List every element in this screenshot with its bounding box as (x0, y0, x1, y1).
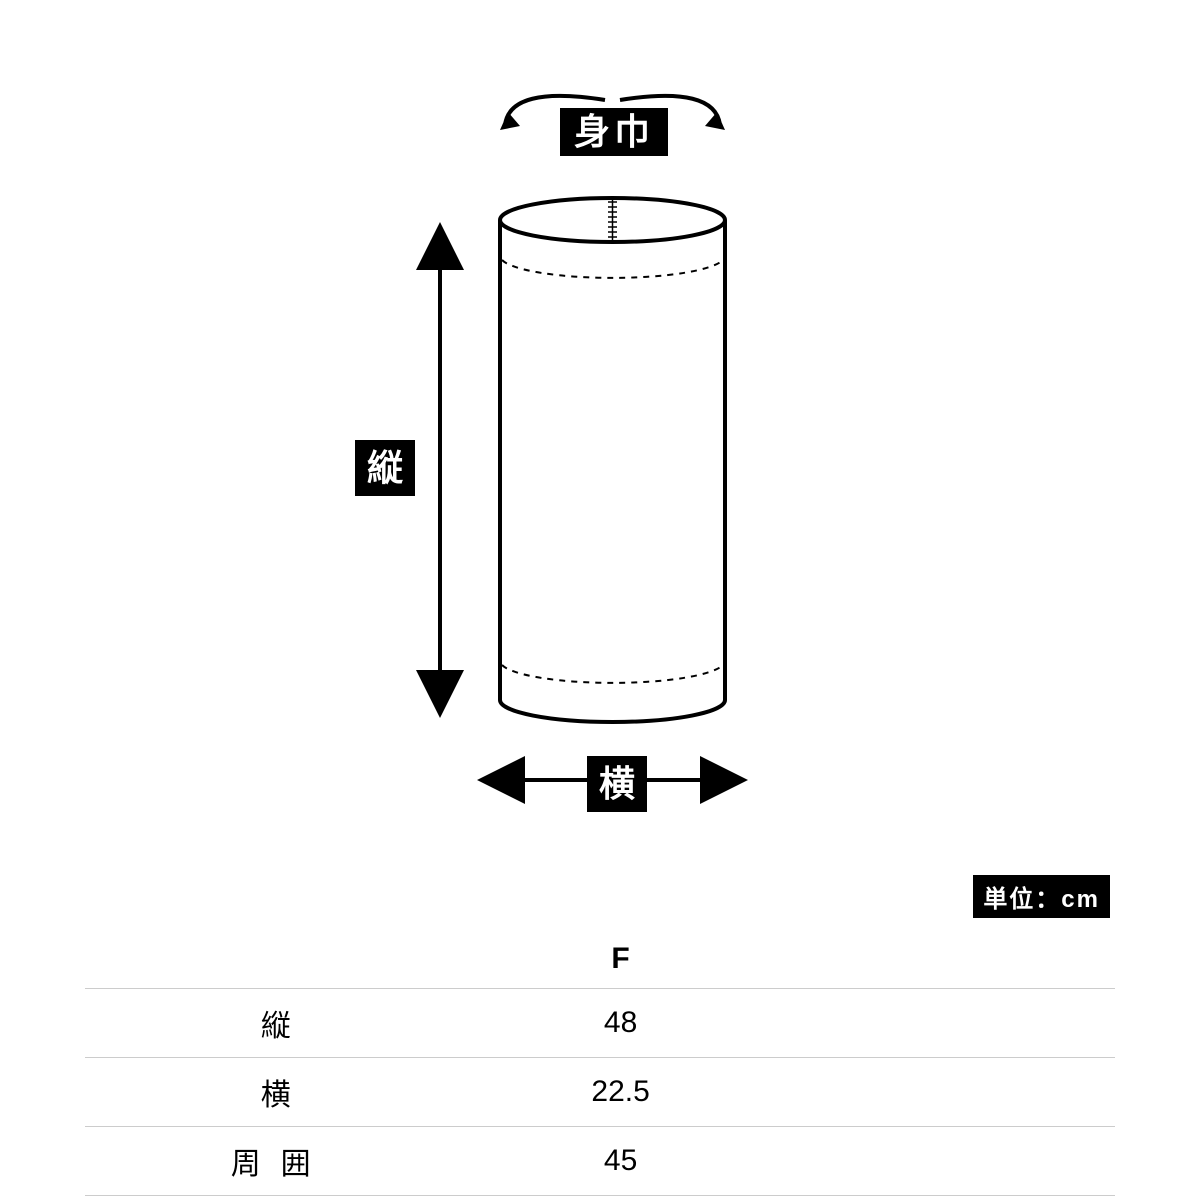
table-header-row: F (85, 930, 1115, 989)
unit-label: 単位：cm (973, 875, 1110, 918)
size-table-element: F 縦 48 横 22.5 周囲 45 (85, 930, 1115, 1196)
width-label: 横 (587, 756, 647, 812)
table-row: 縦 48 (85, 989, 1115, 1058)
table-row: 周囲 45 (85, 1127, 1115, 1196)
cylinder-shape (500, 198, 725, 722)
cylinder-diagram (0, 70, 1200, 850)
unit-label-text: 単位：cm (983, 886, 1100, 913)
row-value: 45 (476, 1127, 764, 1196)
size-table: F 縦 48 横 22.5 周囲 45 (85, 930, 1115, 1196)
diagram-container: 身巾 縦 横 (0, 70, 1200, 850)
row-label: 縦 (85, 989, 476, 1058)
row-value: 48 (476, 989, 764, 1058)
size-header: F (476, 930, 764, 989)
row-value: 22.5 (476, 1058, 764, 1127)
circumference-label-text: 身巾 (574, 111, 654, 152)
table-row: 横 22.5 (85, 1058, 1115, 1127)
row-label: 横 (85, 1058, 476, 1127)
row-label: 周囲 (85, 1127, 476, 1196)
height-label: 縦 (355, 440, 415, 496)
circumference-label: 身巾 (560, 108, 668, 156)
width-label-text: 横 (599, 763, 635, 804)
height-label-text: 縦 (367, 447, 403, 488)
